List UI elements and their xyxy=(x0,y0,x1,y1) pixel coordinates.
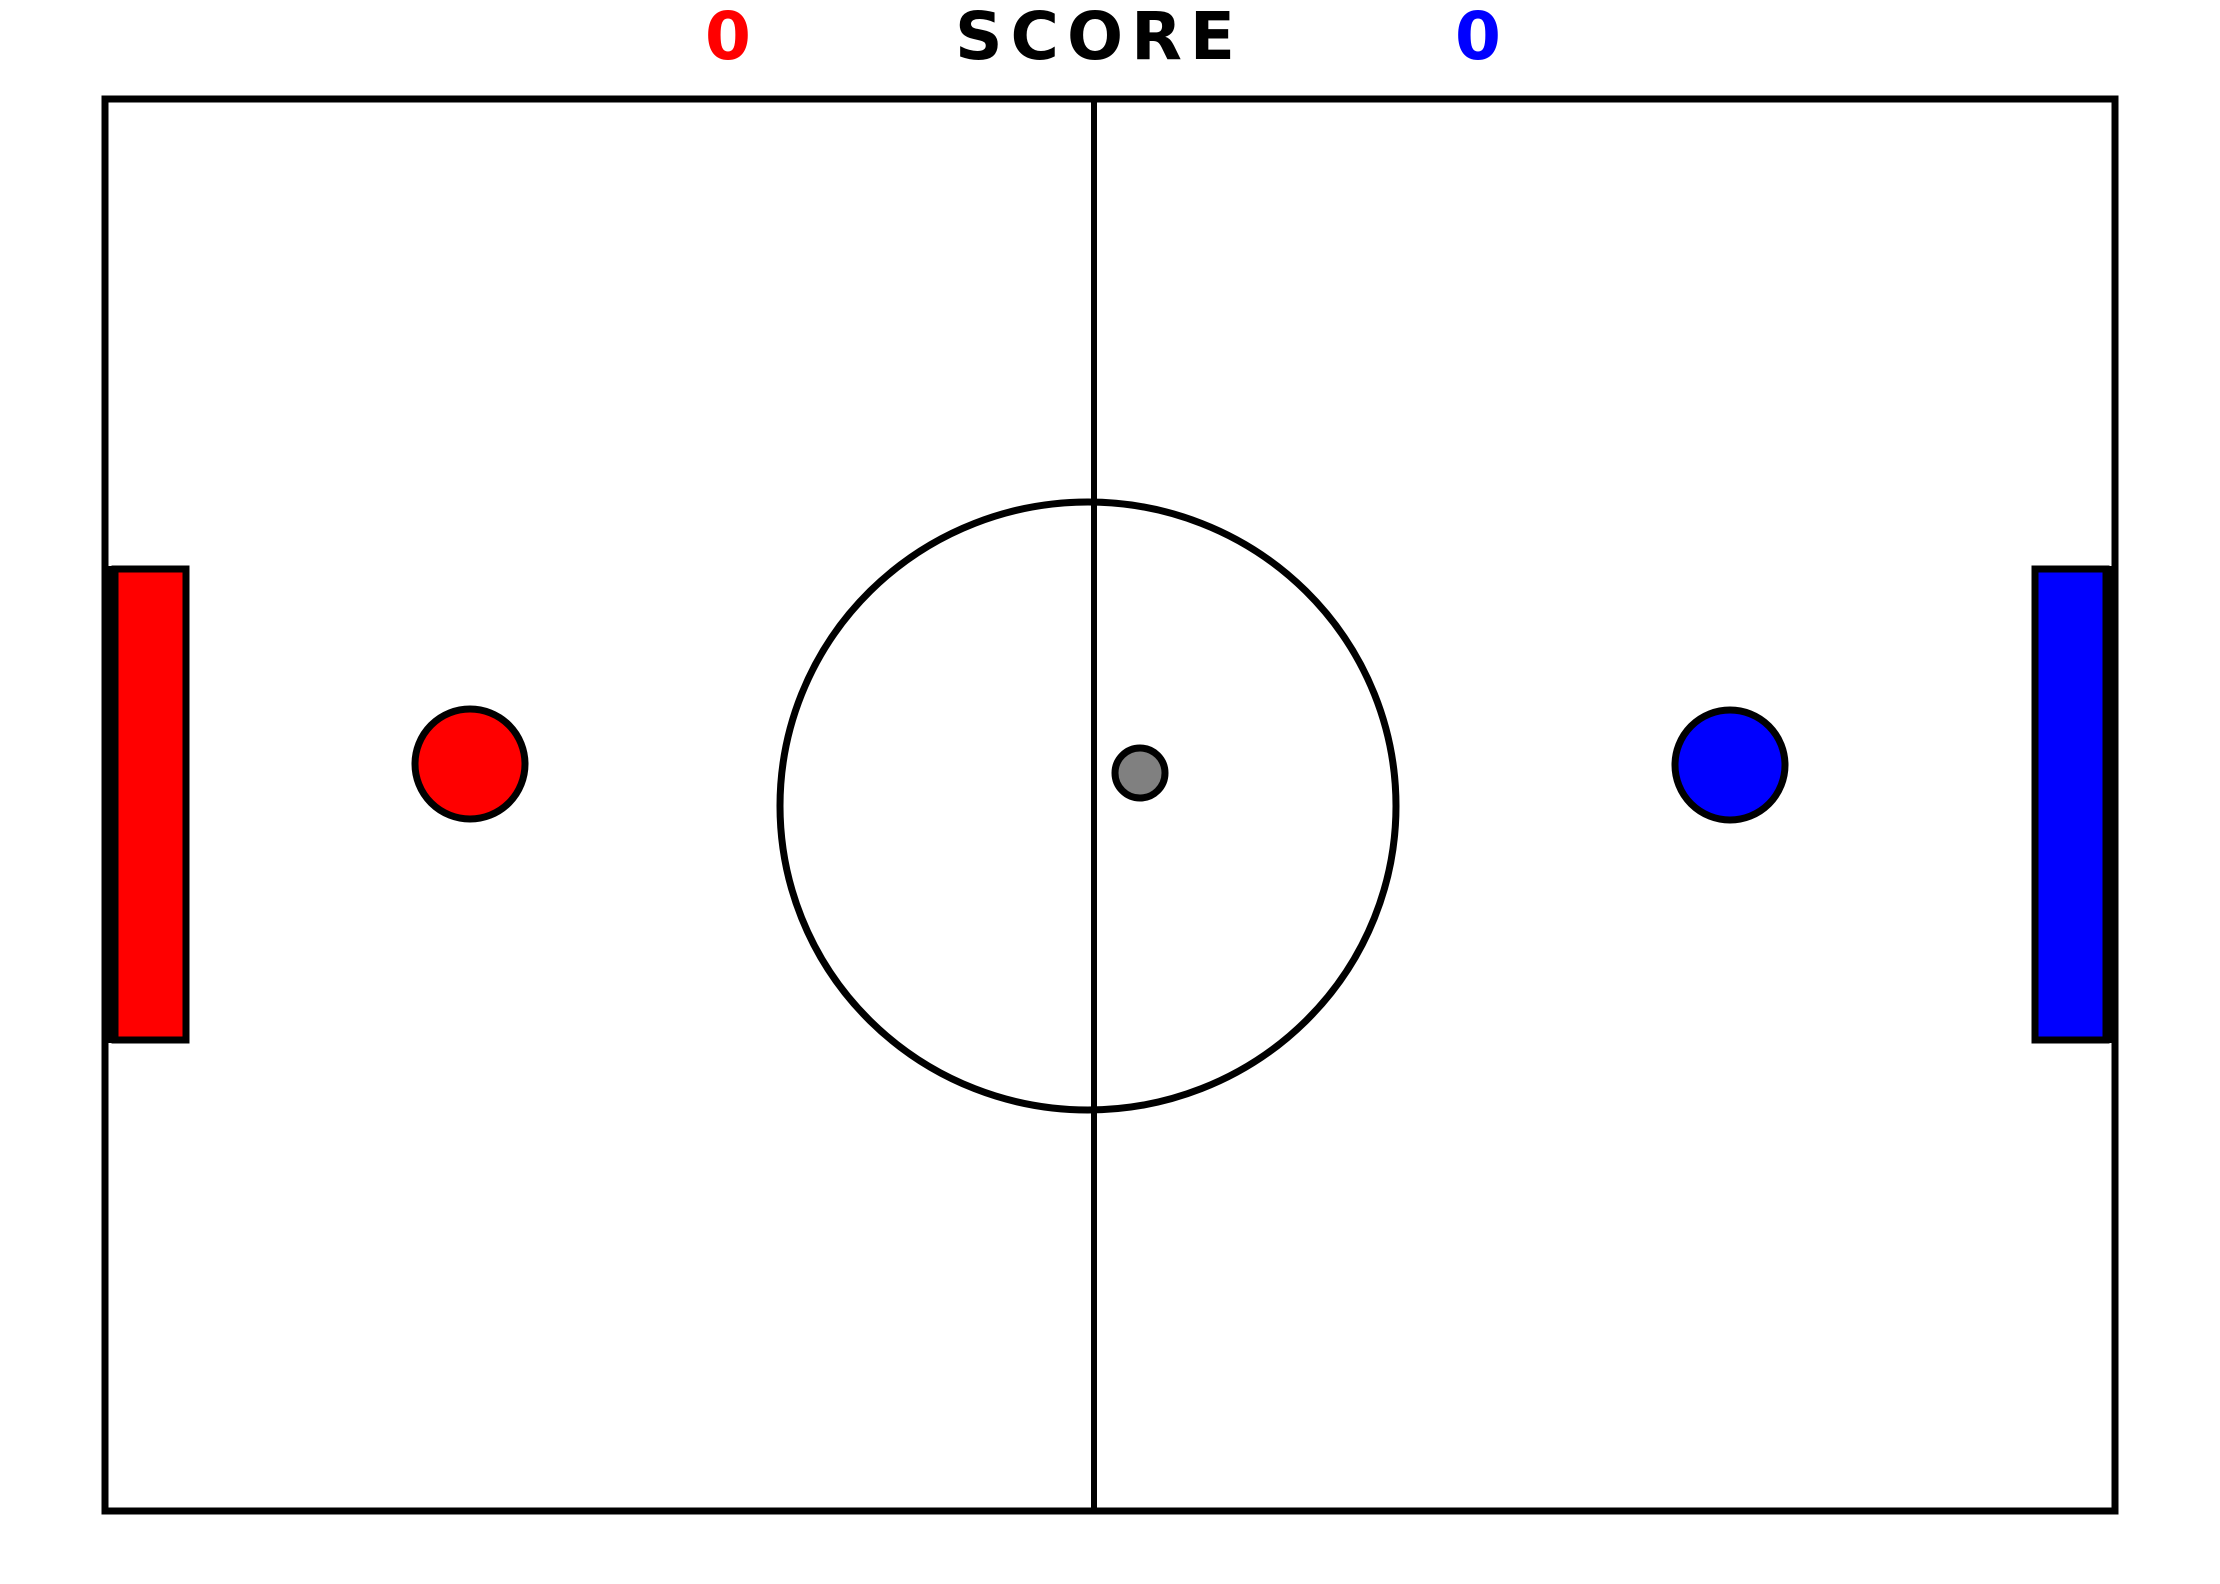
red-paddle[interactable] xyxy=(411,705,529,823)
blue-paddle[interactable] xyxy=(1671,706,1789,824)
scoreboard: 0 SCORE 0 xyxy=(0,0,2220,80)
red-goal xyxy=(111,565,190,1044)
blue-goal xyxy=(2031,565,2110,1044)
puck[interactable] xyxy=(1111,744,1169,802)
red-score: 0 xyxy=(705,0,755,75)
field-boundary xyxy=(101,95,2119,1515)
blue-score: 0 xyxy=(1455,0,1505,75)
score-label: SCORE xyxy=(955,0,1243,75)
center-circle xyxy=(776,498,1400,1114)
